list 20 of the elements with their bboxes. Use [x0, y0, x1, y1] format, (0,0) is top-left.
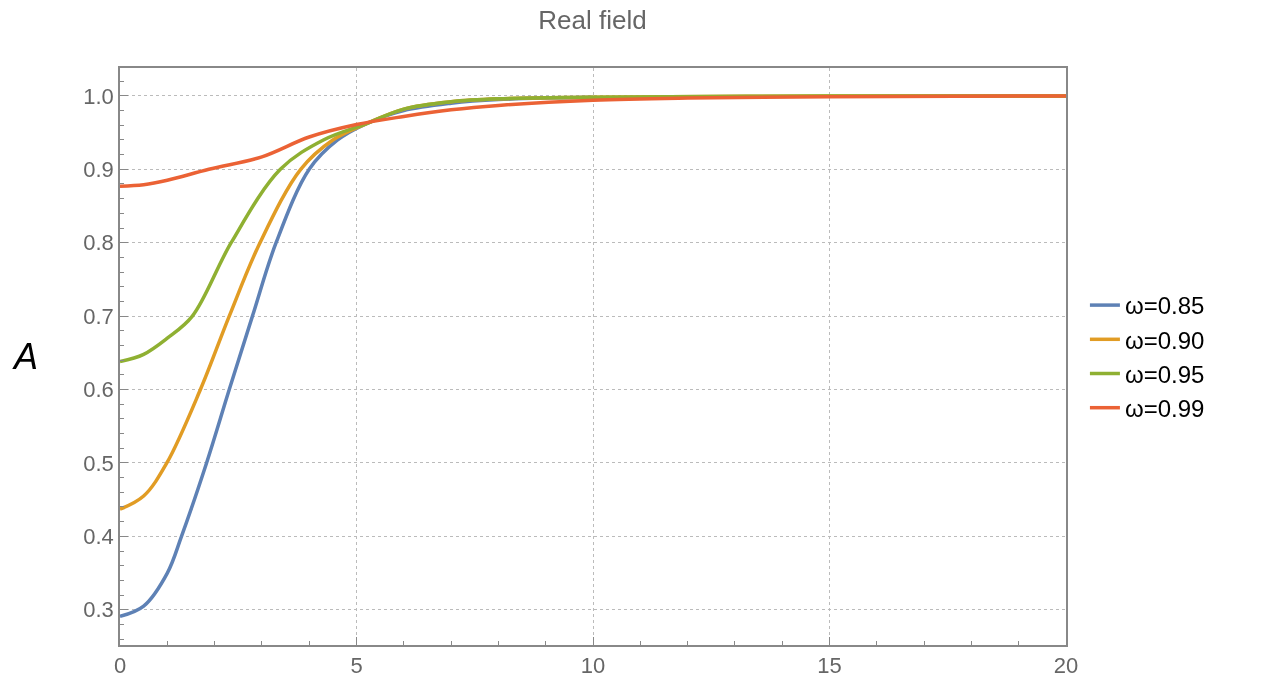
y-tick-label: 0.6 — [83, 377, 114, 403]
legend-label: ω=0.95 — [1124, 360, 1205, 388]
legend-label: ω=0.90 — [1124, 326, 1205, 354]
legend-label: ω=0.85 — [1124, 292, 1205, 320]
x-tick-label: 5 — [350, 653, 363, 679]
y-tick-label: 0.7 — [83, 303, 114, 329]
y-tick-label: 0.9 — [83, 157, 114, 183]
x-tick-label: 15 — [817, 653, 842, 679]
y-tick-label: 0.5 — [83, 450, 114, 476]
line-series — [120, 94, 1066, 188]
x-tick-label: 20 — [1053, 653, 1079, 679]
y-tick-label: 0.3 — [83, 597, 114, 623]
y-tick-label: 0.4 — [83, 524, 114, 550]
chart-title: Real field — [538, 4, 647, 35]
y-tick-label: 0.8 — [83, 230, 114, 256]
legend-label: ω=0.99 — [1124, 395, 1205, 423]
y-axis-title: A — [12, 336, 39, 377]
y-tick-label: 1.0 — [83, 83, 114, 109]
x-tick-label: 0 — [113, 653, 127, 679]
x-tick-label: 10 — [580, 653, 606, 679]
